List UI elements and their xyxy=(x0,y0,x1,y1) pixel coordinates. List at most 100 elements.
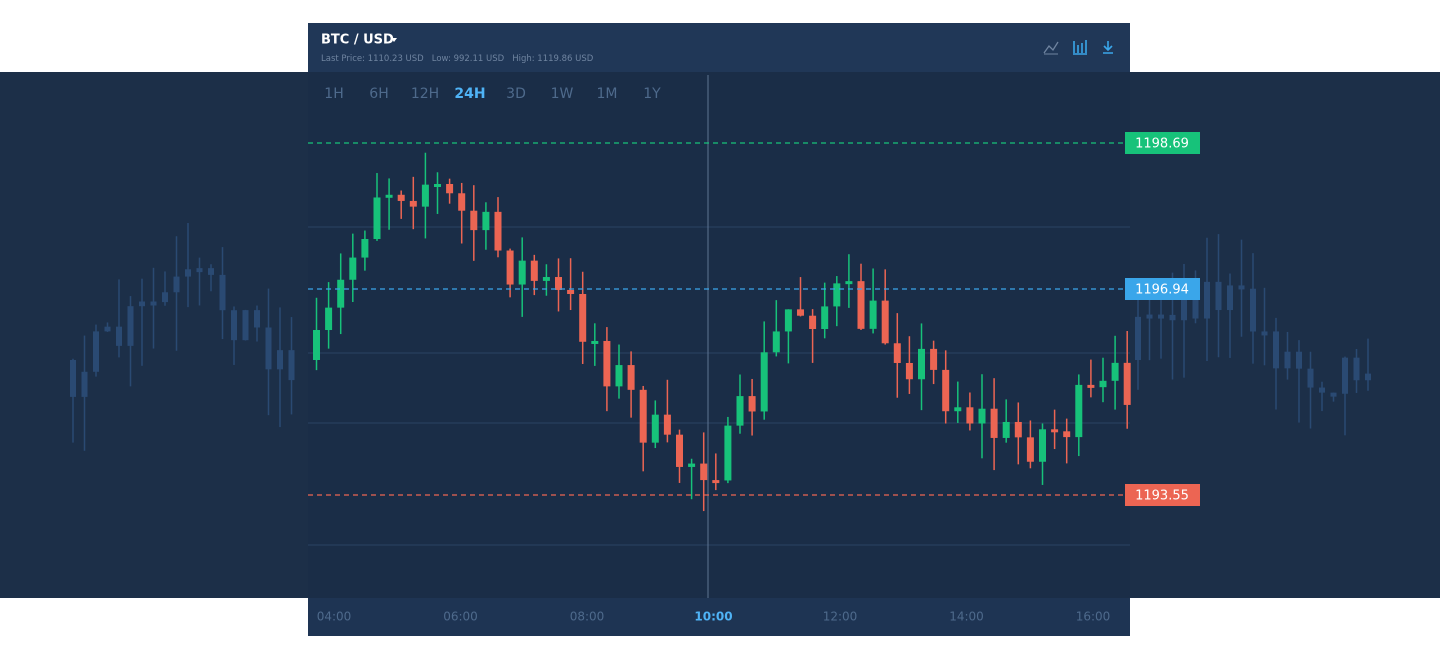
candle-body xyxy=(397,194,405,201)
timeframe-button[interactable]: 1W xyxy=(551,86,574,102)
time-label: 10:00 xyxy=(694,610,732,624)
bg-candle-body xyxy=(1215,281,1222,311)
time-axis-bar xyxy=(308,598,1130,636)
candle-body xyxy=(893,343,901,363)
download-icon[interactable] xyxy=(1103,41,1113,54)
timeframe-button[interactable]: 1H xyxy=(324,86,343,102)
bg-candle-body xyxy=(1227,285,1233,311)
time-label: 08:00 xyxy=(570,610,605,624)
candle-body xyxy=(639,389,647,443)
bg-candle-body xyxy=(1146,314,1153,319)
candle-body xyxy=(494,211,502,251)
bg-candle-body xyxy=(185,269,191,277)
candle-body xyxy=(772,331,780,353)
bg-candle-body xyxy=(1261,331,1268,336)
price-tag-label: 1193.55 xyxy=(1135,489,1189,504)
toolbar-icons xyxy=(1043,40,1113,55)
time-label: 12:00 xyxy=(823,610,858,624)
bg-candle-body xyxy=(1135,316,1141,360)
bg-candle-body xyxy=(288,350,295,381)
candle-body xyxy=(809,315,817,330)
candle-body xyxy=(881,300,889,344)
bg-candle-body xyxy=(1158,314,1164,319)
timeframe-button[interactable]: 24H xyxy=(454,86,485,102)
bg-candle-body xyxy=(1319,387,1325,393)
candle-body xyxy=(784,309,792,332)
time-axis: 04:00 06:00 08:00 10:00 12:00 14:00 16:00 xyxy=(317,610,1111,624)
candle-body xyxy=(651,414,659,443)
candle-body xyxy=(627,365,635,390)
candle-body xyxy=(434,184,441,188)
timeframe-button[interactable]: 12H xyxy=(411,86,439,102)
bg-candle-body xyxy=(1238,285,1245,290)
bg-candle-body xyxy=(1296,351,1302,369)
bg-candle-body xyxy=(104,326,111,332)
candle-body xyxy=(1075,384,1083,438)
candle-body xyxy=(1026,437,1034,462)
bg-candle-body xyxy=(1192,288,1199,319)
candle-body xyxy=(978,408,986,424)
candle-body xyxy=(845,281,853,285)
candle-body xyxy=(615,365,623,387)
candle-body xyxy=(905,362,913,380)
candle-body xyxy=(385,194,393,198)
candle-body xyxy=(1123,362,1131,405)
candle-body xyxy=(930,348,938,370)
candle-body xyxy=(337,279,345,308)
pair-selector[interactable]: BTC / USD xyxy=(321,33,394,48)
candle-body xyxy=(591,340,599,344)
dropdown-arrow[interactable] xyxy=(391,38,397,42)
candle-body xyxy=(349,257,357,280)
price-tag xyxy=(1125,278,1200,300)
candle-body xyxy=(1002,421,1010,438)
candle-body xyxy=(748,396,756,412)
bg-candle-body xyxy=(70,360,76,397)
bg-candle-body xyxy=(127,306,134,346)
bg-candle-body xyxy=(1204,281,1210,319)
time-label: 06:00 xyxy=(443,610,478,624)
candles xyxy=(313,152,1131,512)
candle-body xyxy=(821,306,829,330)
candle-body xyxy=(857,281,865,329)
time-label: 16:00 xyxy=(1076,610,1111,624)
bg-candle-body xyxy=(277,350,283,370)
candle-body xyxy=(470,210,478,231)
price-tag-label: 1196.94 xyxy=(1135,283,1189,298)
timeframe-button[interactable]: 6H xyxy=(369,86,388,102)
candle-body xyxy=(1099,380,1107,388)
candle-body xyxy=(579,293,587,342)
candle-body xyxy=(361,239,369,258)
bg-candle-body xyxy=(173,276,180,293)
candle-body xyxy=(1051,429,1059,433)
candle-body xyxy=(1014,421,1022,438)
price-levels: 1198.69 1196.94 1193.55 xyxy=(308,132,1200,506)
candle-body xyxy=(736,396,744,426)
candle-body xyxy=(373,197,381,240)
timeframe-button[interactable]: 1M xyxy=(597,86,618,102)
candle-body xyxy=(530,260,538,281)
candle-chart-icon[interactable] xyxy=(1073,40,1087,55)
price-tag xyxy=(1125,132,1200,154)
candle-body xyxy=(700,463,708,481)
bg-candle-body xyxy=(162,292,168,303)
bg-candle-body xyxy=(265,327,272,370)
bg-candle-body xyxy=(231,310,237,341)
candle-body xyxy=(990,408,998,438)
candle-body xyxy=(688,463,696,467)
price-tag xyxy=(1125,484,1200,506)
candle-body xyxy=(942,369,950,412)
timeframe-button[interactable]: 1Y xyxy=(643,86,661,102)
candle-body xyxy=(325,307,333,331)
candle-body xyxy=(966,407,974,424)
candle-body xyxy=(506,250,514,285)
price-tag-label: 1198.69 xyxy=(1135,137,1189,152)
bg-candle-body xyxy=(1181,288,1187,321)
candle-body xyxy=(869,300,877,329)
line-chart-icon[interactable] xyxy=(1043,41,1059,54)
bg-candle-body xyxy=(196,268,203,273)
bg-candle-body xyxy=(1307,368,1314,388)
time-label: 14:00 xyxy=(949,610,984,624)
summary-last-price: Last Price: 1110.23 USD xyxy=(321,54,424,64)
timeframe-button[interactable]: 3D xyxy=(506,86,526,102)
